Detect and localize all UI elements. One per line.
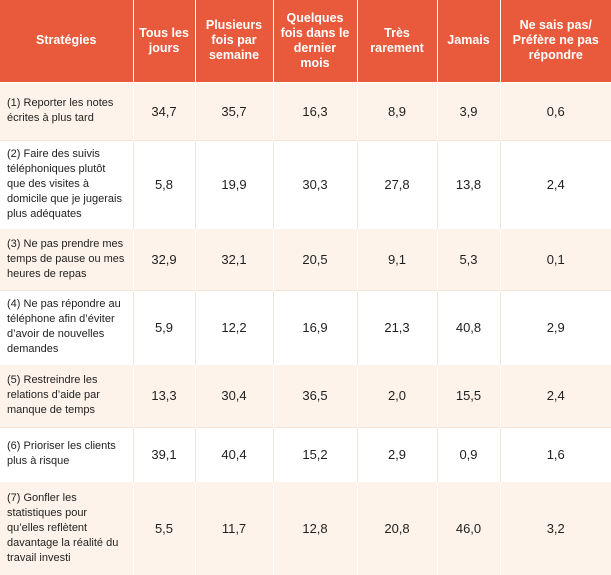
- row-label: (6) Prioriser les clients plus à risque: [0, 426, 134, 481]
- header-strategies: Stratégies: [0, 0, 134, 82]
- table-cell: 40,4: [195, 426, 274, 481]
- table-cell: 15,2: [273, 426, 358, 481]
- table-cell: 2,0: [357, 363, 438, 427]
- header-never: Jamais: [437, 0, 501, 82]
- table-cell: 15,5: [437, 363, 501, 427]
- table-cell: 5,5: [133, 480, 196, 575]
- header-very-rarely: Très rarement: [357, 0, 438, 82]
- table-row: (4) Ne pas répondre au téléphone afin d’…: [0, 289, 611, 364]
- header-several-weekly: Plusieurs fois par semaine: [195, 0, 274, 82]
- table-cell: 40,8: [437, 289, 501, 364]
- table-cell: 5,8: [133, 139, 196, 228]
- row-label: (1) Reporter les notes écrites à plus ta…: [0, 81, 134, 140]
- table-body: (1) Reporter les notes écrites à plus ta…: [0, 81, 611, 575]
- table-cell: 2,9: [357, 426, 438, 481]
- table-cell: 3,9: [437, 81, 501, 140]
- table-cell: 32,1: [195, 227, 274, 290]
- row-label: (4) Ne pas répondre au téléphone afin d’…: [0, 289, 134, 364]
- table-cell: 8,9: [357, 81, 438, 140]
- table-row: (6) Prioriser les clients plus à risque …: [0, 426, 611, 481]
- row-label: (2) Faire des suivis téléphoniques plutô…: [0, 139, 134, 228]
- table-row: (7) Gonfler les statistiques pour qu’ell…: [0, 480, 611, 575]
- table-row: (5) Restreindre les relations d’aide par…: [0, 363, 611, 427]
- table-cell: 13,8: [437, 139, 501, 228]
- table-cell: 16,3: [273, 81, 358, 140]
- table-cell: 1,6: [500, 426, 611, 481]
- table-cell: 46,0: [437, 480, 501, 575]
- table-cell: 0,6: [500, 81, 611, 140]
- table-row: (2) Faire des suivis téléphoniques plutô…: [0, 139, 611, 228]
- table-cell: 0,9: [437, 426, 501, 481]
- table-cell: 3,2: [500, 480, 611, 575]
- table-cell: 36,5: [273, 363, 358, 427]
- header-daily: Tous les jours: [133, 0, 196, 82]
- row-label: (7) Gonfler les statistiques pour qu’ell…: [0, 480, 134, 575]
- table-cell: 21,3: [357, 289, 438, 364]
- table-header: Stratégies Tous les jours Plusieurs fois…: [0, 0, 611, 82]
- table-cell: 30,4: [195, 363, 274, 427]
- table-cell: 20,8: [357, 480, 438, 575]
- table-cell: 0,1: [500, 227, 611, 290]
- table-cell: 32,9: [133, 227, 196, 290]
- row-label: (5) Restreindre les relations d’aide par…: [0, 363, 134, 427]
- table-cell: 12,2: [195, 289, 274, 364]
- table-cell: 2,9: [500, 289, 611, 364]
- table-cell: 2,4: [500, 139, 611, 228]
- table-cell: 9,1: [357, 227, 438, 290]
- table-cell: 5,3: [437, 227, 501, 290]
- table-cell: 2,4: [500, 363, 611, 427]
- table-cell: 13,3: [133, 363, 196, 427]
- header-row: Stratégies Tous les jours Plusieurs fois…: [0, 0, 611, 82]
- table-cell: 20,5: [273, 227, 358, 290]
- table-row: (3) Ne pas prendre mes temps de pause ou…: [0, 227, 611, 290]
- table-cell: 5,9: [133, 289, 196, 364]
- table-cell: 27,8: [357, 139, 438, 228]
- header-few-monthly: Quelques fois dans le dernier mois: [273, 0, 358, 82]
- table-cell: 35,7: [195, 81, 274, 140]
- table-cell: 39,1: [133, 426, 196, 481]
- table-cell: 16,9: [273, 289, 358, 364]
- header-dont-know: Ne sais pas/ Préfère ne pas répondre: [500, 0, 611, 82]
- table-cell: 12,8: [273, 480, 358, 575]
- table-row: (1) Reporter les notes écrites à plus ta…: [0, 81, 611, 140]
- table-cell: 34,7: [133, 81, 196, 140]
- row-label: (3) Ne pas prendre mes temps de pause ou…: [0, 227, 134, 290]
- table-cell: 19,9: [195, 139, 274, 228]
- table-cell: 11,7: [195, 480, 274, 575]
- table-cell: 30,3: [273, 139, 358, 228]
